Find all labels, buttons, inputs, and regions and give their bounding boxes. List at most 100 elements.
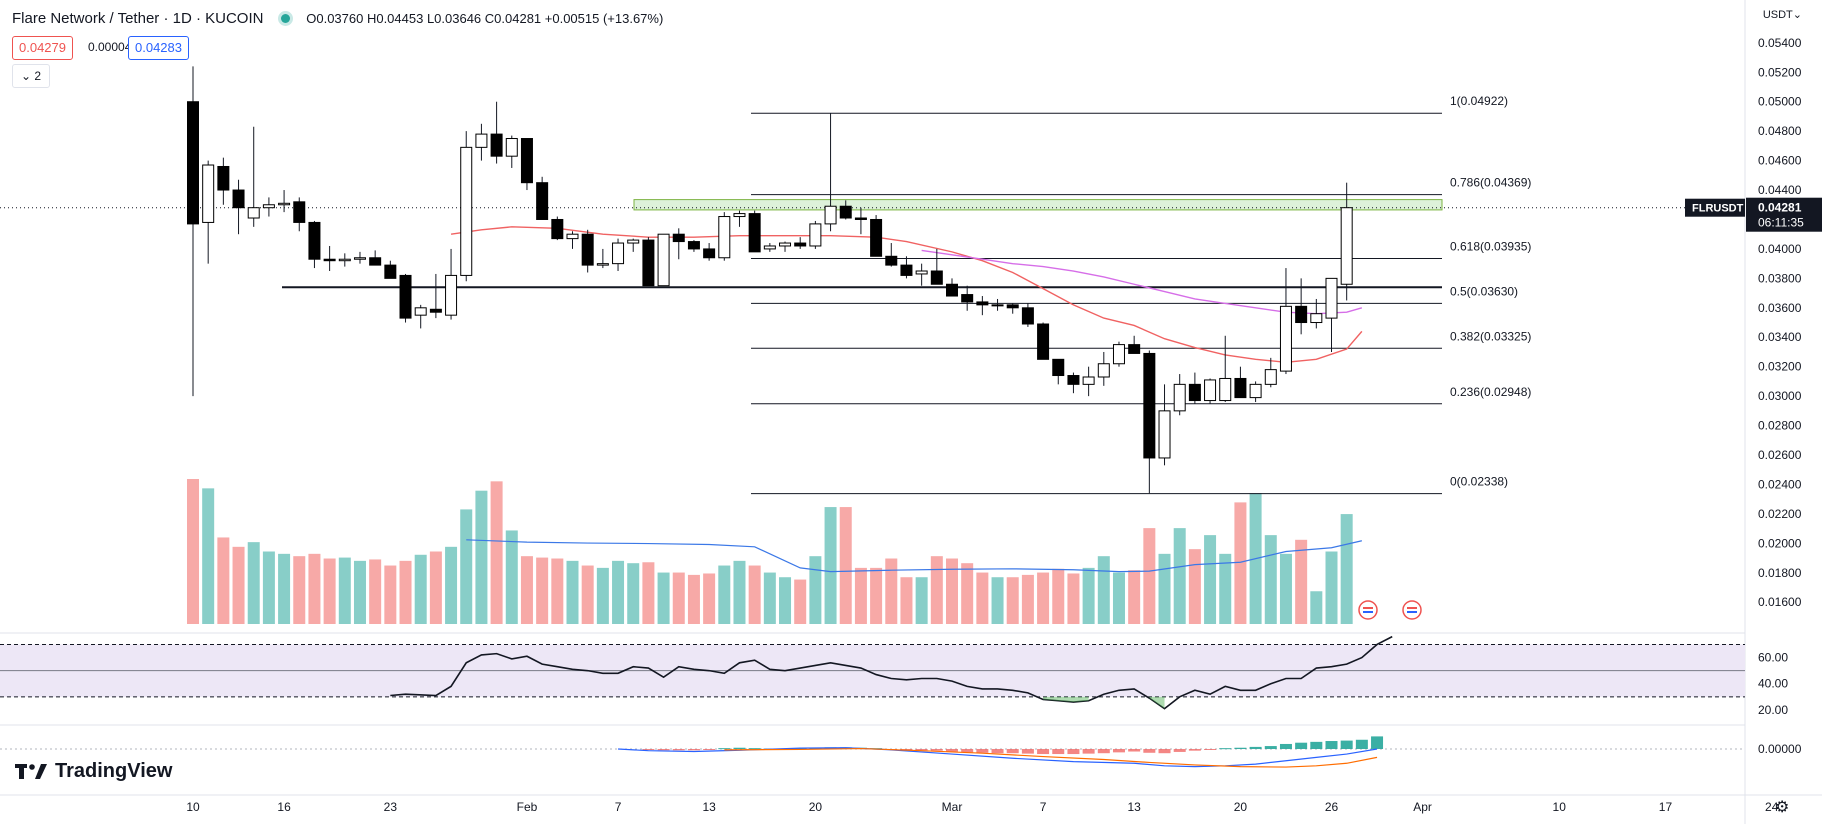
candle-body[interactable] — [1112, 344, 1125, 365]
candle-body[interactable] — [187, 101, 199, 225]
candle-body[interactable] — [429, 308, 442, 313]
candle-body[interactable] — [779, 242, 792, 247]
candle-body[interactable] — [809, 223, 822, 247]
candle-body[interactable] — [1097, 363, 1110, 378]
candle-body[interactable] — [748, 213, 761, 253]
fib-level-label: 1(0.04922) — [1450, 94, 1508, 108]
us-flag-icon[interactable] — [1402, 600, 1422, 620]
candle-body[interactable] — [930, 270, 943, 285]
candle-body[interactable] — [445, 274, 458, 316]
candle-body[interactable] — [384, 264, 397, 279]
candle-body[interactable] — [627, 239, 640, 244]
rsi-line — [390, 635, 1393, 710]
candle-body[interactable] — [596, 263, 609, 266]
candle-body[interactable] — [976, 301, 989, 306]
candle-body[interactable] — [961, 294, 974, 303]
candle-body[interactable] — [369, 257, 382, 266]
us-flag-icon[interactable] — [1358, 600, 1378, 620]
candle-body[interactable] — [794, 242, 807, 247]
candle-body[interactable] — [581, 233, 594, 266]
candle-body[interactable] — [672, 233, 685, 243]
candle-body[interactable] — [870, 218, 883, 257]
candle-body[interactable] — [687, 241, 700, 250]
candle-body[interactable] — [262, 204, 275, 209]
candle-body[interactable] — [278, 202, 291, 206]
candle-body[interactable] — [1067, 375, 1080, 385]
candle-body[interactable] — [1325, 277, 1338, 319]
candle-body[interactable] — [1188, 383, 1201, 402]
candle-body[interactable] — [414, 307, 427, 316]
buy-price-button[interactable]: 0.04283 — [128, 36, 189, 60]
candle-body[interactable] — [1234, 377, 1247, 399]
candle-body[interactable] — [1310, 313, 1323, 324]
candle-body[interactable] — [1158, 410, 1171, 459]
candle-body[interactable] — [1021, 307, 1034, 325]
candle-body[interactable] — [551, 218, 564, 240]
candle-body[interactable] — [946, 283, 958, 297]
candle-body[interactable] — [915, 270, 928, 275]
candle-body[interactable] — [308, 221, 321, 260]
time-tick-label: 13 — [702, 800, 716, 814]
candle-body[interactable] — [900, 264, 913, 276]
candle-body[interactable] — [1037, 323, 1050, 360]
gear-icon[interactable]: ⚙ — [1775, 799, 1790, 816]
candle-body[interactable] — [763, 245, 776, 250]
candle-body[interactable] — [202, 164, 215, 223]
candle-body[interactable] — [1340, 207, 1353, 285]
time-tick-label: 17 — [1659, 800, 1673, 814]
candle-body[interactable] — [566, 233, 579, 240]
candle-body[interactable] — [885, 255, 898, 266]
candle-body[interactable] — [536, 182, 549, 220]
time-tick-label: 7 — [615, 800, 622, 814]
candle-body[interactable] — [323, 258, 336, 262]
macd-histogram-bar — [1021, 749, 1034, 754]
macd-histogram-bar — [657, 749, 670, 751]
candle-body[interactable] — [399, 274, 412, 319]
candle-body[interactable] — [1264, 369, 1277, 385]
candle-body[interactable] — [718, 216, 731, 259]
indicators-toggle[interactable]: ⌄ 2 — [12, 64, 51, 88]
volume-bar — [687, 574, 700, 624]
volume-bar — [703, 573, 716, 624]
candle-body[interactable] — [1295, 305, 1308, 324]
candle-body[interactable] — [1006, 304, 1019, 309]
macd-histogram-bar — [976, 749, 989, 753]
candle-body[interactable] — [1219, 377, 1232, 402]
candle-body[interactable] — [1249, 383, 1262, 399]
candle-body[interactable] — [1173, 383, 1186, 412]
volume-bar — [1021, 574, 1034, 624]
candle-body[interactable] — [338, 258, 351, 262]
candle-body[interactable] — [1128, 344, 1141, 354]
candle-body[interactable] — [703, 248, 716, 259]
candle-body[interactable] — [854, 217, 867, 220]
candle-body[interactable] — [991, 304, 1004, 307]
candle-body[interactable] — [824, 205, 837, 225]
candle-body[interactable] — [642, 239, 655, 287]
candle-body[interactable] — [657, 233, 670, 287]
symbol-title[interactable]: Flare Network / Tether · 1D · KUCOIN — [12, 10, 264, 27]
candle-body[interactable] — [293, 201, 306, 223]
candle-body[interactable] — [1143, 352, 1156, 459]
candle-body[interactable] — [247, 207, 260, 219]
candle-body[interactable] — [612, 242, 625, 265]
candle-body[interactable] — [353, 257, 366, 260]
candle-body[interactable] — [1204, 379, 1217, 402]
candle-body[interactable] — [460, 146, 473, 276]
candle-body[interactable] — [232, 189, 245, 209]
candle-body[interactable] — [490, 133, 503, 157]
candle-body[interactable] — [217, 165, 230, 191]
sell-price-button[interactable]: 0.04279 — [12, 36, 73, 60]
candle-body[interactable] — [505, 138, 518, 157]
candle-body[interactable] — [1082, 376, 1095, 385]
candle-body[interactable] — [475, 133, 488, 148]
candle-body[interactable] — [733, 213, 746, 218]
candle-body[interactable] — [1279, 305, 1292, 372]
candle-body[interactable] — [520, 138, 533, 184]
candle-body[interactable] — [839, 205, 852, 219]
resistance-zone[interactable] — [633, 199, 1443, 211]
candle-body[interactable] — [1052, 358, 1065, 377]
currency-selector[interactable]: USDT⌄ — [1763, 8, 1802, 21]
tradingview-logo[interactable]: TradingView — [15, 760, 172, 783]
volume-bar — [976, 572, 989, 624]
